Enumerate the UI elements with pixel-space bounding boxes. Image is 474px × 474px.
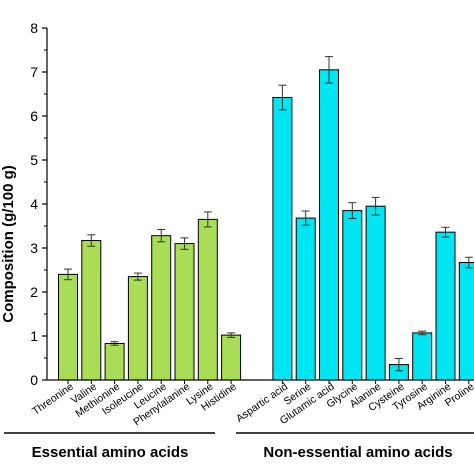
- bar: [127, 276, 148, 381]
- bar: [197, 218, 218, 381]
- bar: [295, 217, 316, 381]
- group-label-non-essential: Non-essential amino acids: [263, 444, 452, 461]
- y-tick-label: 3: [30, 240, 38, 256]
- bar: [365, 205, 386, 381]
- y-tick-label: 2: [30, 284, 38, 300]
- error-bars: [64, 56, 473, 372]
- bar: [319, 69, 339, 381]
- bar: [272, 97, 293, 381]
- y-tick-label: 0: [30, 372, 38, 388]
- bar-series: [58, 69, 474, 381]
- y-tick-label: 6: [30, 108, 38, 124]
- y-tick-label: 5: [30, 152, 38, 168]
- y-axis-title: Composition (g/100 g): [0, 165, 17, 323]
- y-tick-label: 7: [30, 64, 38, 80]
- bar: [342, 210, 363, 381]
- bar: [58, 273, 78, 381]
- bar: [435, 231, 456, 381]
- bar: [174, 243, 195, 381]
- y-tick-label: 1: [30, 328, 38, 344]
- bar: [81, 240, 102, 381]
- x-axis-category-labels: ThreonineValineMethionineIsoleucineLeuci…: [30, 380, 474, 428]
- bar: [458, 262, 474, 381]
- y-axis-ticks: 0 1 2 3 4 5 6 7 8: [30, 20, 47, 388]
- bar: [412, 332, 433, 381]
- y-tick-label: 8: [30, 20, 38, 36]
- group-label-essential: Essential amino acids: [32, 444, 189, 461]
- bar: [151, 235, 172, 381]
- bar: [104, 342, 125, 381]
- y-tick-label: 4: [30, 196, 38, 212]
- bar: [221, 334, 242, 381]
